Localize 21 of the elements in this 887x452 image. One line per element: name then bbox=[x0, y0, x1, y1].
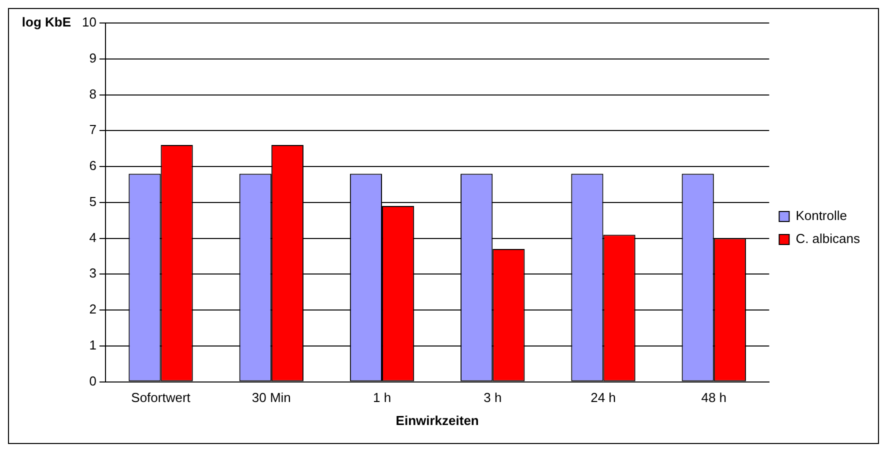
y-tick-label: 1 bbox=[89, 338, 96, 352]
x-tick-label: 1 h bbox=[372, 390, 392, 406]
y-tick-label: 9 bbox=[89, 50, 96, 66]
y-tick-label: 6 bbox=[89, 158, 96, 174]
y-tick-label: 10 bbox=[82, 14, 96, 30]
y-axis-title: log KbE bbox=[22, 14, 72, 30]
x-tick-label: 30 Min bbox=[252, 390, 291, 406]
legend-label: Kontrolle bbox=[796, 208, 848, 224]
y-tick-label: 7 bbox=[89, 122, 96, 138]
y-tick-label: 3 bbox=[89, 266, 96, 281]
x-axis-title: Einwirkzeiten bbox=[396, 412, 479, 428]
x-tick-label: 48 h bbox=[701, 390, 727, 406]
x-tick-label: 3 h bbox=[484, 390, 502, 406]
y-tick-label: 4 bbox=[89, 230, 96, 245]
y-tick-label: 8 bbox=[89, 86, 96, 102]
y-tick-label: 0 bbox=[89, 373, 96, 388]
legend-label: C. albicans bbox=[796, 231, 860, 246]
y-tick-label: 5 bbox=[89, 194, 96, 209]
x-tick-label: Sofortwert bbox=[131, 390, 191, 406]
x-tick-label: 24 h bbox=[590, 390, 616, 406]
y-tick-label: 2 bbox=[89, 302, 96, 317]
